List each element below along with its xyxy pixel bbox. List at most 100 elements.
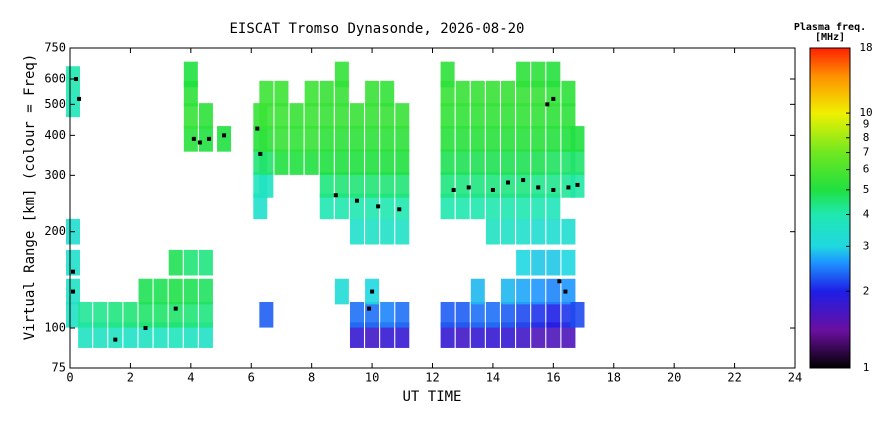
data-cell — [546, 103, 561, 129]
data-cell — [470, 149, 485, 175]
data-cell — [380, 149, 395, 175]
data-cell — [168, 322, 183, 348]
data-cell — [349, 193, 364, 220]
data-cell — [334, 61, 349, 88]
data-cell — [274, 103, 289, 129]
data-cell — [561, 80, 576, 107]
data-cell — [319, 126, 334, 152]
data-cell — [470, 126, 485, 152]
chart-title: EISCAT Tromso Dynasonde, 2026-08-20 — [229, 21, 524, 37]
data-cell — [485, 149, 500, 175]
data-cell — [259, 103, 274, 129]
data-cell — [455, 126, 470, 152]
data-cell — [289, 126, 304, 152]
data-cell — [516, 322, 531, 348]
trace-point — [74, 77, 79, 82]
data-cell — [531, 249, 546, 276]
y-tick-label: 500 — [44, 97, 66, 111]
data-cell — [304, 126, 319, 152]
data-cell — [349, 103, 364, 129]
data-cell — [546, 172, 561, 198]
data-cell — [334, 103, 349, 129]
data-cell — [531, 61, 546, 88]
data-cell — [319, 149, 334, 175]
data-cell — [485, 80, 500, 107]
data-cell — [198, 126, 213, 152]
data-cell — [395, 301, 410, 328]
x-tick-label: 2 — [127, 371, 134, 385]
data-cell — [365, 103, 380, 129]
x-tick-label: 16 — [546, 371, 560, 385]
data-cell — [485, 193, 500, 220]
data-cell — [289, 103, 304, 129]
data-cell — [455, 149, 470, 175]
data-cell — [501, 322, 516, 348]
data-cell — [531, 126, 546, 152]
colorbar-tick-label: 10 — [859, 106, 872, 119]
data-cell — [516, 193, 531, 220]
data-cell — [365, 193, 380, 220]
data-cell — [365, 301, 380, 328]
data-cell — [531, 172, 546, 198]
data-cell — [304, 80, 319, 107]
data-cell — [440, 322, 455, 348]
data-cell — [561, 322, 576, 348]
data-cell — [440, 149, 455, 175]
x-tick-label: 8 — [308, 371, 315, 385]
data-cell — [395, 149, 410, 175]
data-cell — [380, 126, 395, 152]
trace-point — [466, 185, 471, 190]
data-cell — [198, 249, 213, 276]
colorbar-tick-label: 6 — [863, 163, 870, 176]
data-cell — [470, 80, 485, 107]
data-cell — [516, 126, 531, 152]
x-tick-label: 10 — [365, 371, 379, 385]
trace-point — [506, 180, 511, 185]
data-cell — [501, 301, 516, 328]
trace-point — [143, 326, 148, 331]
data-cell — [570, 301, 585, 328]
data-cell — [168, 301, 183, 328]
x-tick-label: 6 — [248, 371, 255, 385]
trace-point — [490, 187, 495, 192]
y-tick-label: 200 — [44, 224, 66, 238]
data-cell — [138, 278, 153, 305]
data-cell — [570, 149, 585, 175]
colorbar-tick-label: 18 — [859, 41, 872, 54]
data-cell — [365, 149, 380, 175]
data-cell — [561, 218, 576, 245]
data-cell — [570, 126, 585, 152]
trace-point — [370, 289, 375, 294]
data-cell — [395, 218, 410, 245]
colorbar-tick-label: 7 — [863, 146, 870, 159]
data-cell — [440, 193, 455, 220]
data-cell — [395, 193, 410, 220]
data-cell — [440, 61, 455, 88]
data-cell — [516, 218, 531, 245]
colorbar-tick-label: 5 — [863, 183, 870, 196]
data-cell — [365, 126, 380, 152]
trace-point — [333, 193, 338, 198]
data-cell — [334, 126, 349, 152]
data-cell — [274, 149, 289, 175]
trace-point — [197, 140, 202, 145]
colorbar-tick-label: 1 — [863, 361, 870, 374]
data-cell — [349, 322, 364, 348]
trace-point — [71, 269, 76, 274]
data-cell — [546, 218, 561, 245]
data-cell — [78, 301, 93, 328]
data-cell — [108, 322, 123, 348]
data-cell — [349, 149, 364, 175]
data-cell — [470, 172, 485, 198]
data-cell — [365, 322, 380, 348]
data-cell — [455, 322, 470, 348]
data-cell — [546, 126, 561, 152]
data-cell — [485, 126, 500, 152]
data-cell — [198, 301, 213, 328]
data-cell — [516, 149, 531, 175]
data-cell — [470, 301, 485, 328]
data-cell — [198, 278, 213, 305]
trace-point — [77, 96, 82, 101]
y-tick-label: 300 — [44, 168, 66, 182]
data-cell — [516, 249, 531, 276]
